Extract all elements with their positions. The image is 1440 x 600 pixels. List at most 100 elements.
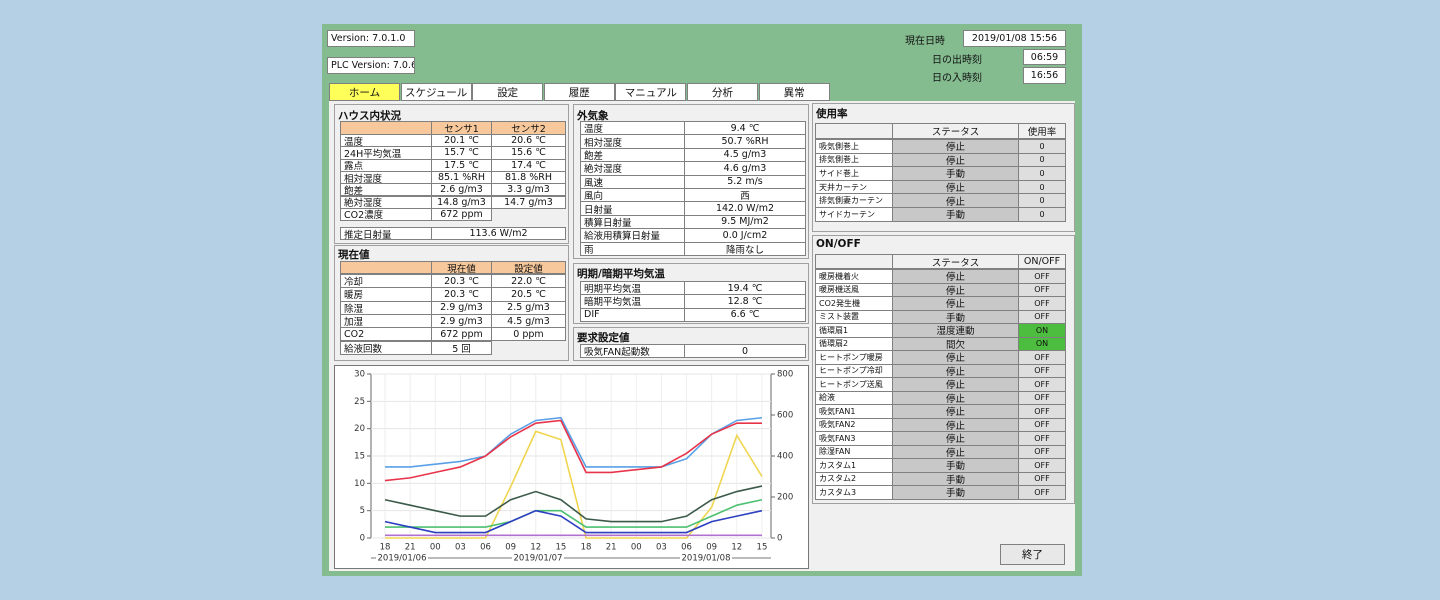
column-header: 設定値 <box>491 261 566 274</box>
cell-value: OFF <box>1018 363 1066 378</box>
cell-value: 停止 <box>892 152 1019 168</box>
x-tick-label: 03 <box>656 543 667 553</box>
cell-value: 3.3 g/m3 <box>491 183 566 197</box>
cell-label: 日射量 <box>580 201 685 216</box>
y-tick-label: 25 <box>354 397 365 407</box>
tab[interactable]: 分析 <box>687 83 758 101</box>
x-tick-label: 15 <box>555 543 566 553</box>
cell-value: 0 <box>1018 193 1066 208</box>
cell-value: 停止 <box>892 139 1019 154</box>
cell-label: 冷却 <box>340 274 432 289</box>
cell-value: 停止 <box>892 296 1019 311</box>
cell-value: OFF <box>1018 404 1066 419</box>
tab[interactable]: マニュアル <box>615 83 687 101</box>
tab[interactable]: ホーム <box>329 83 400 101</box>
cell-value: 14.8 g/m3 <box>431 195 492 209</box>
cell-value: 0 <box>1018 139 1066 154</box>
cell-value: OFF <box>1018 269 1066 284</box>
header-blank <box>340 261 432 274</box>
datetime: 2019/01/08 15:56 <box>963 30 1066 47</box>
cell-value: 2.9 g/m3 <box>431 300 492 315</box>
cell-value: 19.4 ℃ <box>684 281 806 296</box>
column-header: ON/OFF <box>1018 254 1066 269</box>
cell-label: 吸気FAN3 <box>815 431 893 446</box>
cell-value: 2.5 g/m3 <box>491 300 566 315</box>
cell-value: 停止 <box>892 193 1019 208</box>
cell-value: 2.9 g/m3 <box>431 313 492 329</box>
cell-label: 明期平均気温 <box>580 281 685 296</box>
cell-label: ヒートポンプ送風 <box>815 377 893 392</box>
cell-label: 暖房機送風 <box>815 282 893 297</box>
cell-value: 手動 <box>892 458 1019 473</box>
cell-value: 2.6 g/m3 <box>431 183 492 197</box>
y2-tick-label: 0 <box>777 534 782 544</box>
x-tick-label: 21 <box>606 543 617 553</box>
tab[interactable]: 設定 <box>472 83 544 101</box>
cell-label: 排気側巻上 <box>815 152 893 168</box>
cell-label: 排気側妻カーテン <box>815 193 893 208</box>
date-bg <box>512 552 564 564</box>
cell-label: 除湿 <box>340 300 432 315</box>
cell-label: DIF <box>580 307 685 322</box>
y-tick-label: 20 <box>354 424 365 434</box>
cell-value: 停止 <box>892 404 1019 419</box>
cell-label: 風速 <box>580 174 685 189</box>
cell-value: 0 ppm <box>491 327 566 342</box>
cell-label: 給液用積算日射量 <box>580 228 685 243</box>
tab[interactable]: 履歴 <box>543 83 615 101</box>
cell-label: CO2発生機 <box>815 296 893 311</box>
cell-value: OFF <box>1018 485 1066 500</box>
cell-label: 絶対湿度 <box>580 161 685 176</box>
cell-label: 給液 <box>815 390 893 405</box>
cell-value: OFF <box>1018 471 1066 486</box>
x-tick-label: 18 <box>380 543 391 553</box>
x-tick-label: 00 <box>631 543 642 553</box>
cell-value: 12.8 ℃ <box>684 294 806 309</box>
cell-value: OFF <box>1018 417 1066 432</box>
cell-value: 湿度連動 <box>892 323 1019 338</box>
cell-label: 天井カーテン <box>815 179 893 195</box>
x-tick-label: 06 <box>681 543 692 553</box>
cell-value: OFF <box>1018 296 1066 311</box>
x-tick-label: 21 <box>405 543 416 553</box>
column-header: 現在値 <box>431 261 492 274</box>
tab[interactable]: 異常 <box>758 83 830 101</box>
cell-value: 停止 <box>892 417 1019 432</box>
y-tick-label: 5 <box>360 506 365 516</box>
cell-value: OFF <box>1018 309 1066 324</box>
y-tick-label: 30 <box>354 370 365 380</box>
series-line <box>384 485 763 523</box>
cell-label: 吸気FAN1 <box>815 404 893 419</box>
cell-value: 20.3 ℃ <box>431 274 492 289</box>
cell-value: 停止 <box>892 179 1019 195</box>
cell-label: 温度 <box>340 134 432 148</box>
cell-value: 14.7 g/m3 <box>491 195 566 209</box>
cell-value: 停止 <box>892 377 1019 392</box>
cell-label: 飽差 <box>580 147 685 163</box>
cell-label: 絶対湿度 <box>340 195 432 209</box>
sunrise-label: 日の出時刻 <box>932 55 982 66</box>
date-label: 2019/01/07 <box>514 554 563 564</box>
cell-label: ヒートポンプ冷却 <box>815 363 893 378</box>
y2-tick-label: 400 <box>777 452 793 462</box>
y2-tick-label: 600 <box>777 411 793 421</box>
tab[interactable]: スケジュール <box>400 83 472 101</box>
cell-label: 温度 <box>580 121 685 136</box>
y2-tick-label: 800 <box>777 370 793 380</box>
cell-value: 4.5 g/m3 <box>491 313 566 329</box>
cell-value: 停止 <box>892 444 1019 459</box>
x-tick-label: 15 <box>757 543 768 553</box>
cell-value: 手動 <box>892 485 1019 500</box>
series-line <box>385 498 763 528</box>
cell-value: 15.6 ℃ <box>491 146 566 160</box>
cell-value: 15.7 ℃ <box>431 146 492 160</box>
panel-title: 要求設定値 <box>577 332 630 344</box>
cell-value: OFF <box>1018 377 1066 392</box>
y2-tick-label: 200 <box>777 493 793 503</box>
cell-label: 暗期平均気温 <box>580 294 685 309</box>
exit-button[interactable]: 終了 <box>1000 544 1065 565</box>
panel-title: 現在値 <box>338 249 370 261</box>
panel-title: 使用率 <box>816 108 848 120</box>
cell-value: 20.6 ℃ <box>491 134 566 148</box>
cell-value: OFF <box>1018 390 1066 405</box>
